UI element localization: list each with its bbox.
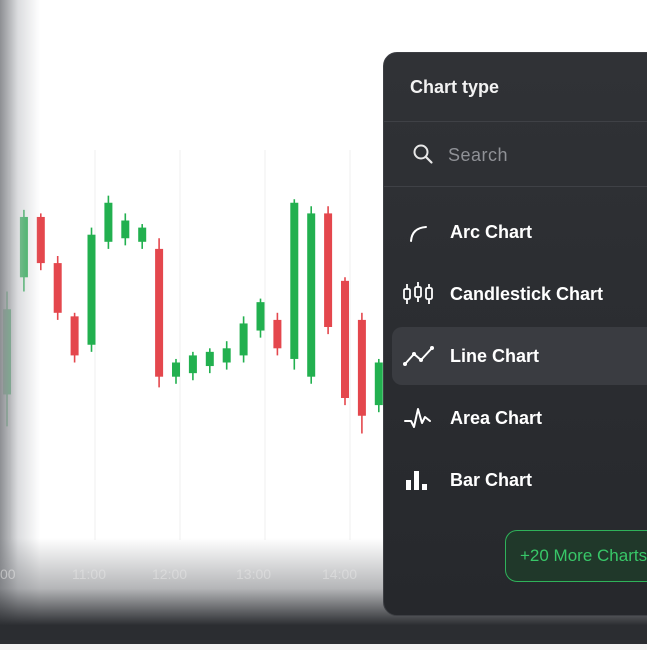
menu-item-label: Bar Chart bbox=[450, 470, 533, 490]
candle-body bbox=[273, 319, 282, 349]
candlestick-chart-icon bbox=[403, 282, 433, 304]
candle-body bbox=[3, 309, 11, 395]
candle-body bbox=[138, 227, 147, 242]
search-input[interactable] bbox=[446, 140, 647, 170]
candlestick bbox=[87, 227, 96, 352]
candle-body bbox=[155, 248, 164, 377]
candlestick bbox=[222, 341, 231, 370]
candlestick bbox=[155, 238, 164, 388]
menu-item-area-chart[interactable]: Area Chart bbox=[392, 389, 647, 447]
candlestick bbox=[53, 256, 62, 320]
candlestick bbox=[121, 213, 130, 246]
panel-title: Chart type bbox=[410, 77, 500, 97]
time-axis-label: 00 bbox=[0, 566, 16, 582]
menu-item-line-chart[interactable]: Line Chart bbox=[392, 327, 647, 385]
candlestick bbox=[19, 209, 28, 292]
candlestick bbox=[138, 224, 147, 249]
candle-body bbox=[324, 213, 333, 327]
candlestick bbox=[104, 195, 113, 249]
search-row bbox=[384, 122, 647, 186]
candlestick bbox=[324, 206, 333, 335]
candle-body bbox=[87, 234, 96, 345]
more-charts-button[interactable]: +20 More Charts bbox=[505, 530, 647, 582]
candle-body bbox=[341, 280, 349, 398]
candle-body bbox=[53, 263, 62, 313]
candlestick bbox=[256, 298, 265, 338]
time-axis-label: 14:00 bbox=[322, 566, 358, 582]
menu-item-label: Arc Chart bbox=[450, 222, 533, 242]
menu-item-arc-chart[interactable]: Arc Chart bbox=[392, 203, 647, 261]
bottom-edge bbox=[0, 644, 647, 650]
candlestick bbox=[36, 213, 45, 271]
candlestick bbox=[290, 199, 299, 370]
candle-body bbox=[256, 302, 265, 331]
candle-body bbox=[222, 348, 231, 363]
candle-body bbox=[205, 351, 214, 367]
candle-body bbox=[374, 362, 383, 406]
candlestick bbox=[172, 358, 180, 384]
area-chart-icon bbox=[404, 408, 431, 428]
candle-body bbox=[70, 316, 79, 356]
candle-body bbox=[36, 216, 45, 264]
candle-body bbox=[188, 355, 197, 374]
menu-item-label: Candlestick Chart bbox=[450, 284, 604, 304]
candle-body bbox=[121, 220, 130, 239]
candlestick bbox=[374, 358, 383, 413]
menu-item-label: Area Chart bbox=[450, 408, 543, 428]
menu-item-label: Line Chart bbox=[450, 346, 540, 366]
time-axis-label: 11:00 bbox=[72, 566, 106, 582]
candle-body bbox=[172, 362, 180, 377]
candle-body bbox=[357, 319, 366, 416]
candle-body bbox=[19, 216, 28, 278]
time-axis-label: 12:00 bbox=[152, 566, 188, 582]
time-axis-label: 13:00 bbox=[236, 566, 272, 582]
candlestick bbox=[70, 312, 79, 363]
arc-chart-icon bbox=[410, 226, 427, 242]
candle-body bbox=[239, 323, 248, 356]
candlestick bbox=[205, 348, 214, 374]
candlestick bbox=[188, 351, 197, 381]
candle-body bbox=[104, 202, 113, 242]
candlestick bbox=[273, 312, 282, 356]
candlestick bbox=[307, 206, 316, 384]
search-icon bbox=[413, 144, 433, 164]
menu-item-candlestick-chart[interactable]: Candlestick Chart bbox=[392, 265, 647, 323]
candle-body bbox=[290, 202, 299, 359]
divider bbox=[384, 121, 647, 122]
divider bbox=[384, 186, 647, 187]
candle-body bbox=[307, 213, 316, 377]
candlestick bbox=[341, 277, 349, 406]
menu-item-bar-chart[interactable]: Bar Chart bbox=[392, 451, 647, 509]
line-chart-icon bbox=[403, 346, 434, 366]
bar-chart-icon bbox=[406, 471, 427, 490]
candlestick bbox=[357, 312, 366, 434]
chart-type-panel: Chart type Arc Chart Candlestick Chart bbox=[383, 52, 647, 616]
candlestick bbox=[239, 316, 248, 363]
